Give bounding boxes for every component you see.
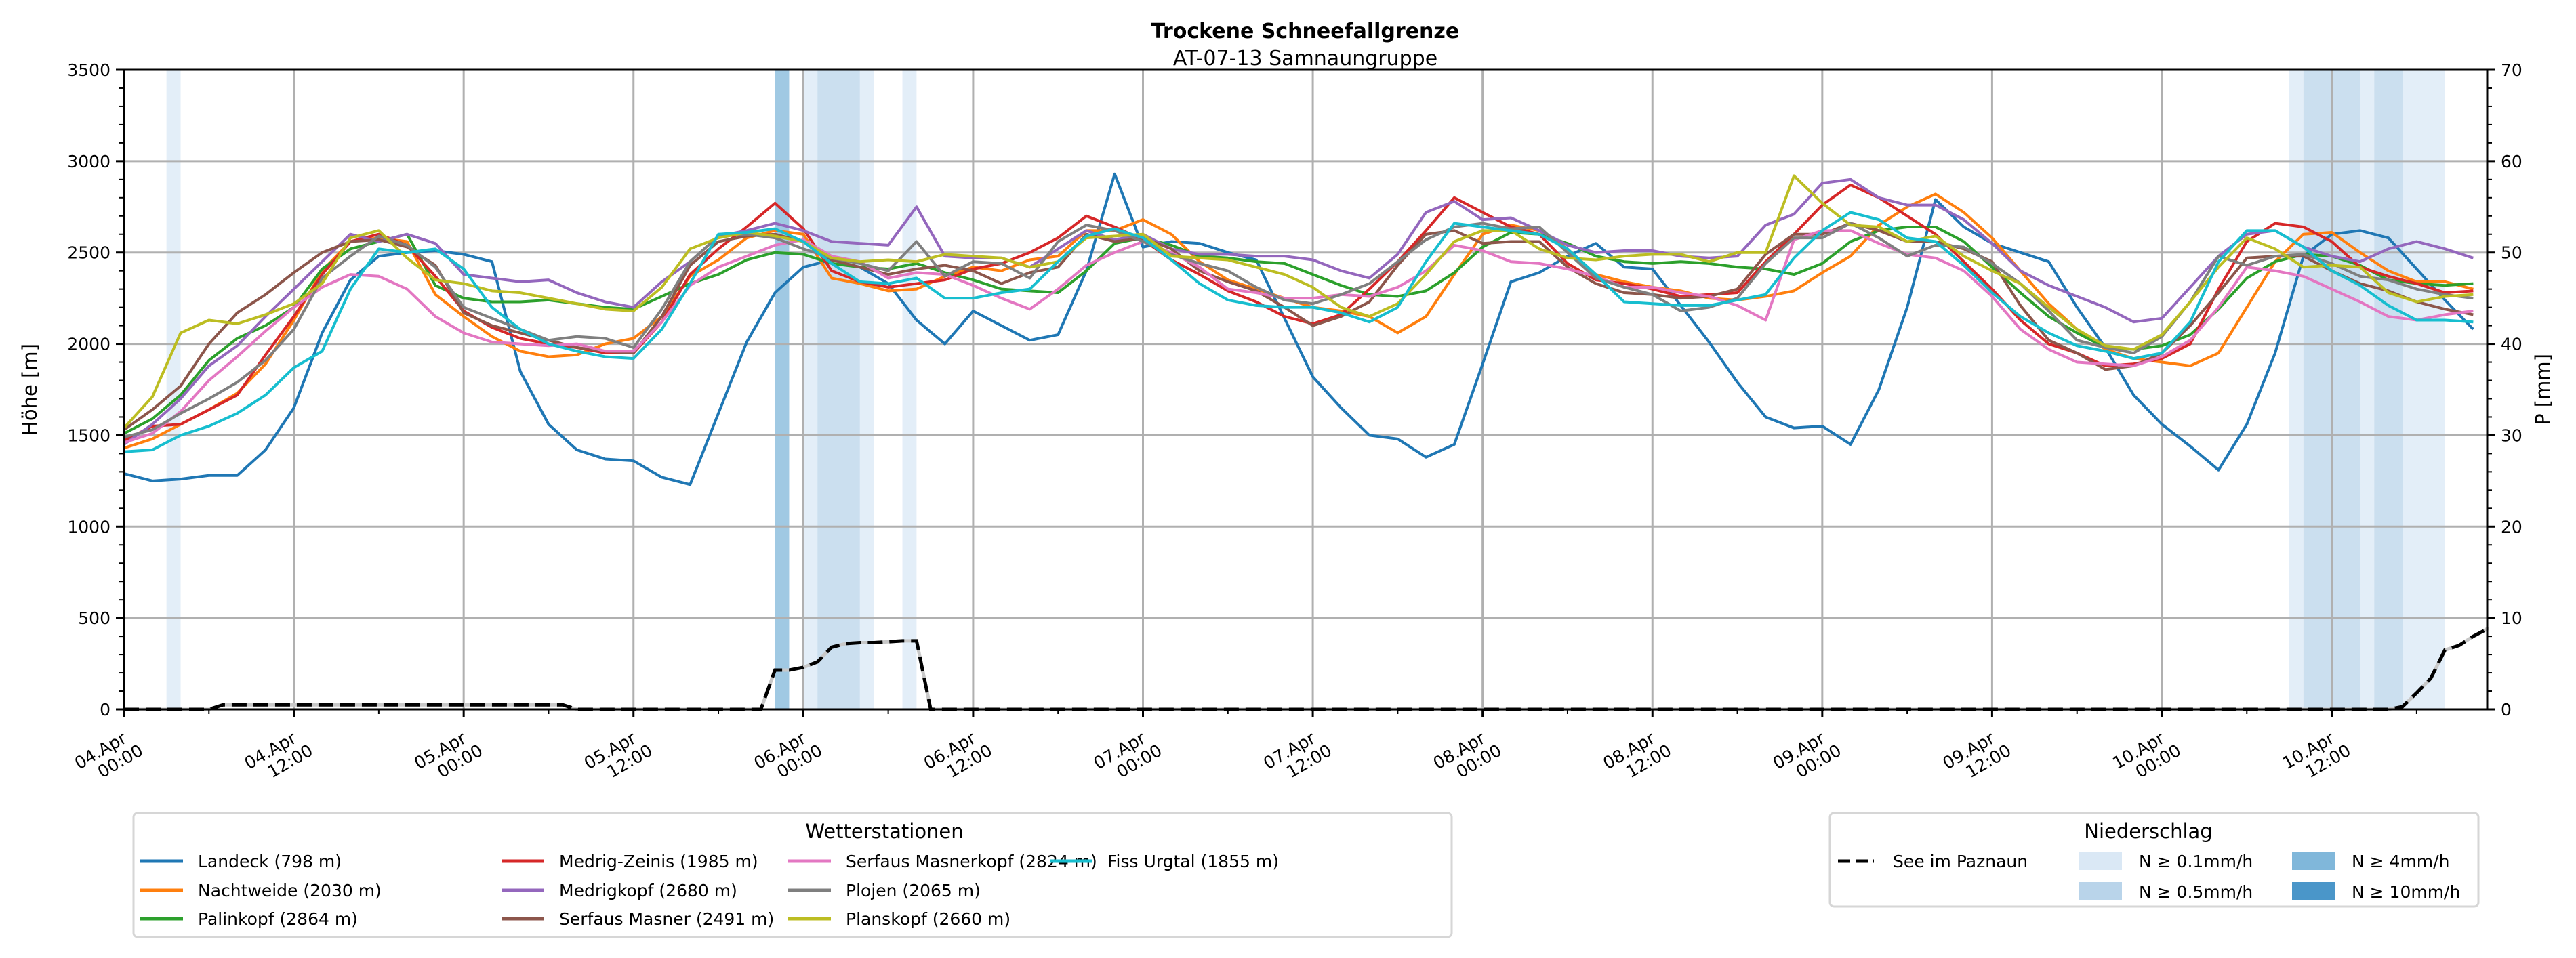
legend-stations-entries: Landeck (798 m) Nachtweide (2030 m) Palink… xyxy=(140,852,1279,929)
precip-band xyxy=(817,70,832,709)
y2-tick-label: 60 xyxy=(2501,152,2522,171)
precip-band xyxy=(2374,70,2403,709)
series-line xyxy=(123,211,2474,453)
legend-level-label: N ≥ 0.1mm/h xyxy=(2139,852,2253,871)
y2-tick-label: 30 xyxy=(2501,425,2522,445)
y-tick-label: 0 xyxy=(100,700,110,720)
legend-precip-title: Niederschlag xyxy=(2084,820,2212,843)
legend-precip-line-label: See im Paznaun xyxy=(1893,852,2028,871)
chart-subtitle: AT-07-13 Samnaungruppe xyxy=(1173,47,1437,70)
grid-lines xyxy=(124,70,2487,709)
precip-band xyxy=(2360,70,2375,709)
precip-band xyxy=(832,70,860,709)
legend-label: Medrigkopf (2680 m) xyxy=(559,881,737,900)
y-tick-label: 3000 xyxy=(67,152,110,171)
precip-band xyxy=(775,70,790,709)
y2-tick-label: 40 xyxy=(2501,335,2522,354)
chart-title: Trockene Schneefallgrenze xyxy=(1151,20,1459,43)
legend-stations-title: Wetterstationen xyxy=(805,820,963,843)
precip-line xyxy=(124,627,2489,711)
series-line xyxy=(123,174,2474,429)
legend-level-label: N ≥ 4mm/h xyxy=(2352,852,2449,871)
y2-tick-label: 70 xyxy=(2501,60,2522,80)
y2-tick-label: 10 xyxy=(2501,608,2522,628)
legend-label: Serfaus Masner (2491 m) xyxy=(559,909,774,929)
precip-band xyxy=(803,70,818,709)
legend-precip: Niederschlag See im Paznaun N ≥ 0.1mm/hN… xyxy=(1828,812,2480,908)
legend-level-label: N ≥ 0.5mm/h xyxy=(2139,882,2253,902)
precip-line-bg xyxy=(124,627,2489,711)
series-line xyxy=(123,222,2474,439)
legend-level-label: N ≥ 10mm/h xyxy=(2352,882,2460,902)
legend-label: Medrig-Zeinis (1985 m) xyxy=(559,852,758,871)
legend-label: Nachtweide (2030 m) xyxy=(198,881,382,900)
legend-stations: Wetterstationen Landeck (798 m) Nachtweid… xyxy=(132,812,1453,938)
series-line xyxy=(123,172,2474,486)
y-tick-label: 3500 xyxy=(67,60,110,80)
precip-band xyxy=(166,70,181,709)
legend-label: Palinkopf (2864 m) xyxy=(198,909,358,929)
precip-band xyxy=(2402,70,2445,709)
y-axis-label: Höhe [m] xyxy=(18,343,41,436)
y2-axis-label: P [mm] xyxy=(2531,354,2554,425)
series-lines xyxy=(123,172,2474,486)
y2-tick-label: 50 xyxy=(2501,243,2522,263)
precip-bands xyxy=(166,70,2445,709)
precip-band xyxy=(902,70,917,709)
y-tick-label: 1000 xyxy=(67,517,110,537)
y2-tick-label: 20 xyxy=(2501,517,2522,537)
legend-label: Plojen (2065 m) xyxy=(846,881,981,900)
series-line xyxy=(123,225,2474,435)
legend-level-swatch xyxy=(2292,882,2335,900)
y-tick-label: 2500 xyxy=(67,243,110,263)
series-line xyxy=(123,178,2474,446)
legend-precip-levels: N ≥ 0.1mm/h N ≥ 0.5mm/h N ≥ 4mm/h N ≥ 10mm/… xyxy=(2079,852,2460,902)
axes: 0 500 1000 1500 2000 2500 3000 3500 0 10 20 30 40 50 6… xyxy=(67,60,2522,782)
legend-label: Planskopf (2660 m) xyxy=(846,909,1010,929)
precip-line-group xyxy=(124,627,2489,711)
precip-band xyxy=(859,70,874,709)
y-tick-label: 1500 xyxy=(67,425,110,445)
series-line xyxy=(123,222,2474,431)
y2-tick-label: 0 xyxy=(2501,700,2512,720)
legend-label: Fiss Urgtal (1855 m) xyxy=(1107,852,1279,871)
legend-level-swatch xyxy=(2079,852,2122,870)
series-line xyxy=(123,229,2474,444)
legend-label: Landeck (798 m) xyxy=(198,852,342,871)
legend-level-swatch xyxy=(2292,852,2335,870)
plot-frame xyxy=(123,68,2489,711)
legend-level-swatch xyxy=(2079,882,2122,900)
y-tick-label: 500 xyxy=(78,608,110,628)
legend-stations-frame xyxy=(132,812,1453,938)
precip-band xyxy=(2289,70,2304,709)
y-tick-label: 2000 xyxy=(67,335,110,354)
